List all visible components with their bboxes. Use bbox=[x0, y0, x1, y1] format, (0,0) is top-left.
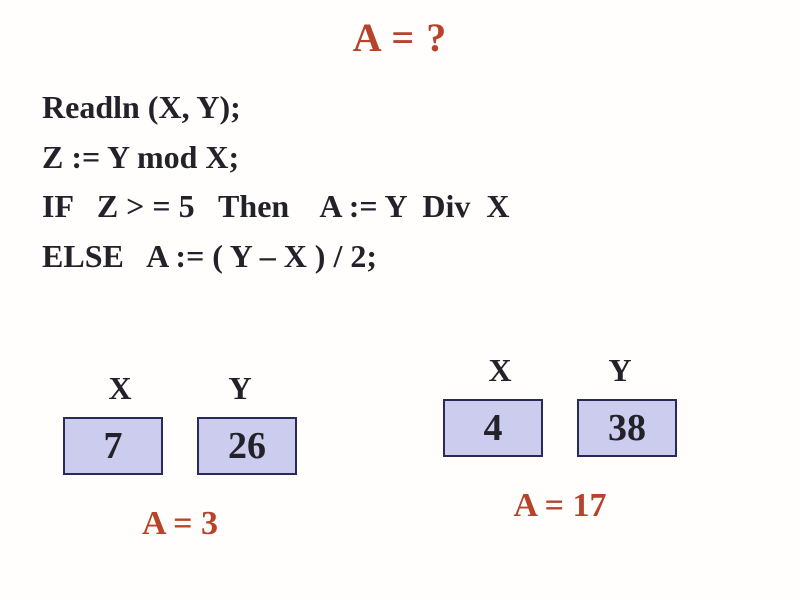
code-line-4: ELSE A := ( Y – X ) / 2; bbox=[42, 232, 800, 282]
page-title: A = ? bbox=[0, 0, 800, 61]
example-2-boxes: 4 38 bbox=[440, 399, 680, 457]
example-2-x-value: 4 bbox=[443, 399, 543, 457]
example-1-labels: X Y bbox=[60, 370, 300, 407]
example-1: X Y 7 26 A = 3 bbox=[60, 370, 300, 543]
example-1-x-label: X bbox=[60, 370, 180, 407]
example-2-x-label: X bbox=[440, 352, 560, 389]
example-2-labels: X Y bbox=[440, 352, 680, 389]
example-2: X Y 4 38 A = 17 bbox=[440, 352, 680, 525]
example-1-x-value: 7 bbox=[63, 417, 163, 475]
example-1-y-value: 26 bbox=[197, 417, 297, 475]
code-block: Readln (X, Y); Z := Y mod X; IF Z > = 5 … bbox=[42, 83, 800, 281]
example-2-y-value: 38 bbox=[577, 399, 677, 457]
example-1-y-label: Y bbox=[180, 370, 300, 407]
example-2-answer: A = 17 bbox=[440, 487, 680, 525]
example-1-answer: A = 3 bbox=[60, 505, 300, 543]
example-2-y-label: Y bbox=[560, 352, 680, 389]
code-line-3: IF Z > = 5 Then A := Y Div X bbox=[42, 182, 800, 232]
example-1-boxes: 7 26 bbox=[60, 417, 300, 475]
code-line-1: Readln (X, Y); bbox=[42, 83, 800, 133]
code-line-2: Z := Y mod X; bbox=[42, 133, 800, 183]
